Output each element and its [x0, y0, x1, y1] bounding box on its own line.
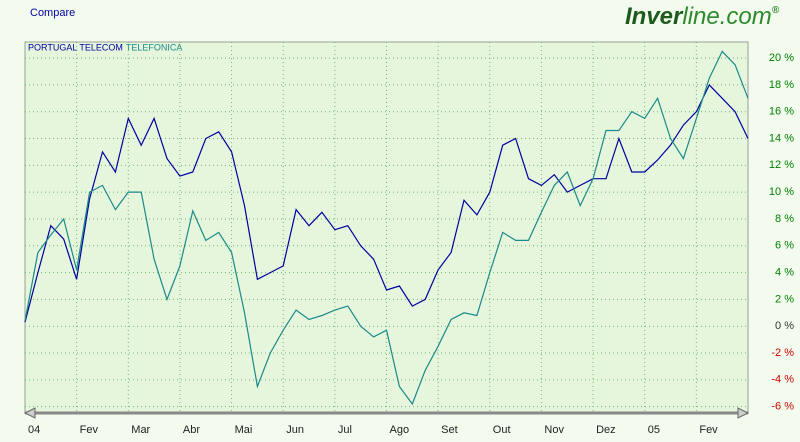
logo-brand: Inver [625, 3, 684, 30]
x-tick-label: Nov [544, 424, 564, 436]
legend-entry: PORTUGAL TELECOM [28, 42, 123, 52]
y-tick-label: 14 % [769, 132, 794, 144]
logo[interactable]: Inverline.com® [625, 3, 780, 30]
y-tick-label: -4 % [771, 374, 794, 386]
y-tick-label: 10 % [769, 186, 794, 198]
y-tick-label: -6 % [771, 401, 794, 413]
x-tick-label: 05 [648, 424, 660, 436]
x-tick-label: Fev [699, 424, 718, 436]
x-tick-label: Mar [131, 424, 150, 436]
y-tick-label: 4 % [775, 266, 794, 278]
y-tick-label: 20 % [769, 52, 794, 64]
y-tick-label: 0 % [775, 320, 794, 332]
y-tick-label: 6 % [775, 240, 794, 252]
y-tick-label: -2 % [771, 347, 794, 359]
x-tick-label: Jun [286, 424, 304, 436]
x-tick-label: Fev [80, 424, 99, 436]
x-tick-label: Jul [338, 424, 352, 436]
x-tick-label: Abr [183, 424, 200, 436]
x-tick-label: Dez [596, 424, 616, 436]
legend: PORTUGAL TELECOM TELEFONICA [28, 42, 182, 52]
x-tick-label: Set [441, 424, 458, 436]
x-tick-label: Out [493, 424, 511, 436]
x-tick-label: Ago [390, 424, 410, 436]
series-line [24, 50, 749, 406]
logo-rest: line.com [682, 3, 771, 30]
compare-link[interactable]: Compare [30, 7, 75, 19]
y-tick-label: 18 % [769, 79, 794, 91]
series-line [24, 83, 749, 323]
logo-mark: ® [772, 5, 780, 16]
x-tick-label: Mai [235, 424, 253, 436]
y-tick-label: 8 % [775, 213, 794, 225]
x-tick-label: 04 [28, 424, 40, 436]
y-tick-label: 16 % [769, 106, 794, 118]
y-tick-label: 12 % [769, 159, 794, 171]
legend-entry: TELEFONICA [126, 42, 183, 52]
y-tick-label: 2 % [775, 293, 794, 305]
scrollbar [23, 407, 750, 419]
